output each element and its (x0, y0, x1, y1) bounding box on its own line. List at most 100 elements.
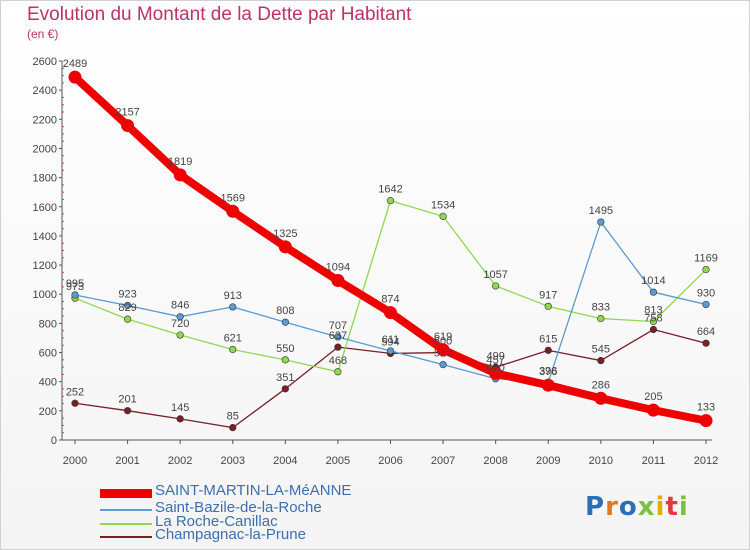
logo-letter: r (605, 492, 619, 522)
data-point (123, 315, 132, 323)
data-point (649, 317, 658, 326)
data-point (334, 368, 342, 376)
data-label: 637 (329, 330, 347, 342)
data-label: 995 (66, 278, 84, 290)
data-label: 619 (434, 331, 452, 343)
data-label: 85 (227, 411, 239, 423)
x-tick-label: 2007 (431, 455, 455, 467)
y-tick-label: 1000 (33, 289, 57, 301)
y-minor-tick (62, 417, 64, 419)
data-label: 376 (539, 366, 557, 378)
data-label: 1057 (483, 269, 507, 281)
y-tick-label: 0 (51, 435, 57, 447)
x-tick-label: 2006 (378, 455, 402, 467)
data-label: 420 (486, 362, 504, 374)
data-point (123, 407, 132, 415)
data-label: 1169 (694, 253, 718, 265)
data-label: 664 (697, 326, 715, 338)
y-minor-tick (62, 308, 64, 310)
data-point (597, 218, 605, 226)
data-label: 621 (224, 332, 242, 344)
data-point (597, 314, 605, 323)
data-label: 205 (644, 391, 662, 403)
data-label: 499 (486, 350, 504, 362)
y-minor-tick (62, 184, 64, 186)
data-point (229, 424, 237, 432)
y-minor-tick (62, 169, 64, 171)
data-label: 707 (329, 320, 347, 332)
data-point (646, 403, 660, 417)
legend-label: Champagnac-la-Prune (155, 526, 306, 543)
data-point (649, 325, 658, 334)
legend-swatch (100, 489, 152, 498)
data-label: 201 (118, 394, 136, 406)
legend-swatch (100, 536, 152, 538)
y-tick-label: 1600 (33, 202, 57, 214)
data-label: 758 (644, 313, 662, 325)
data-point (229, 303, 237, 311)
y-minor-tick (62, 67, 64, 69)
y-minor-tick (62, 155, 64, 157)
x-tick-label: 2011 (642, 455, 666, 467)
y-tick-label: 1200 (33, 260, 57, 272)
data-label: 846 (171, 300, 189, 312)
y-tick-label: 1400 (33, 231, 57, 243)
data-point (281, 318, 289, 326)
data-label: 286 (592, 379, 610, 391)
data-point (281, 356, 289, 364)
x-tick-label: 2012 (694, 455, 718, 467)
data-label: 611 (382, 334, 400, 346)
y-minor-tick (62, 395, 64, 397)
data-point (436, 343, 450, 357)
x-tick-label: 2010 (589, 455, 613, 467)
data-label: 615 (539, 333, 557, 345)
data-point (492, 282, 500, 290)
y-minor-tick (62, 359, 64, 361)
y-minor-tick (62, 191, 64, 193)
data-label: 973 (66, 281, 84, 293)
y-minor-tick (62, 228, 64, 230)
data-label: 550 (276, 343, 294, 355)
x-tick-label: 2005 (326, 455, 350, 467)
logo-letter: t (665, 492, 679, 522)
series-line-0 (72, 74, 707, 425)
data-label: 923 (118, 288, 136, 300)
y-minor-tick (62, 140, 64, 142)
y-minor-tick (62, 286, 64, 288)
data-point (699, 414, 713, 428)
data-point (544, 302, 552, 310)
data-point (594, 391, 608, 405)
series-layer (68, 70, 713, 432)
y-minor-tick (62, 315, 64, 317)
data-point (649, 288, 658, 296)
data-point (176, 331, 184, 339)
data-label: 396 (539, 365, 557, 377)
y-minor-tick (62, 220, 64, 222)
y-tick-label: 200 (39, 406, 57, 418)
y-minor-tick (62, 424, 64, 426)
data-label: 2157 (115, 107, 139, 119)
data-point (123, 301, 132, 310)
y-minor-tick (62, 344, 64, 346)
x-tick-label: 2000 (63, 455, 87, 467)
y-tick-label: 600 (39, 348, 57, 360)
data-point (334, 333, 342, 341)
data-point (334, 343, 342, 351)
chart-title: Evolution du Montant de la Dette par Hab… (27, 4, 412, 25)
data-label: 468 (329, 355, 347, 367)
data-label: 457 (486, 354, 504, 366)
x-tick-label: 2004 (273, 455, 297, 467)
y-minor-tick (62, 75, 64, 77)
data-point (386, 347, 395, 355)
y-minor-tick (62, 162, 64, 164)
y-minor-tick (62, 213, 64, 215)
data-label: 720 (171, 318, 189, 330)
data-label: 829 (118, 302, 136, 314)
y-minor-tick (62, 337, 64, 339)
y-minor-tick (62, 373, 64, 375)
y-minor-tick (62, 388, 64, 390)
y-minor-tick (62, 111, 64, 113)
legend-label: La Roche-Canillac (155, 513, 278, 530)
y-tick-label: 2400 (33, 85, 57, 97)
proxiti-logo: Proxiti (585, 492, 689, 522)
